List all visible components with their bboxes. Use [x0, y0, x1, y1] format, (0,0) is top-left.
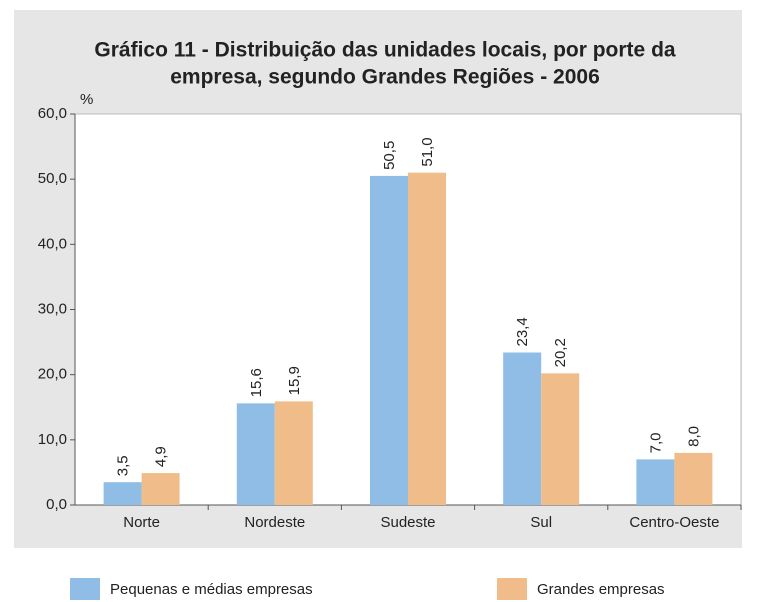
- legend-label: Grandes empresas: [537, 581, 665, 598]
- bar: [636, 459, 675, 505]
- x-tick-label: Centro-Oeste: [629, 514, 719, 531]
- value-label: 20,2: [552, 338, 569, 367]
- legend-swatch: [70, 578, 100, 600]
- y-tick-label: 50,0: [38, 170, 67, 187]
- y-tick-label: 60,0: [38, 105, 67, 122]
- legend-swatch: [497, 578, 527, 600]
- bar: [103, 482, 142, 505]
- value-label: 15,6: [248, 368, 265, 397]
- bar: [408, 172, 446, 505]
- y-tick-label: 0,0: [46, 496, 67, 513]
- legend-label: Pequenas e médias empresas: [110, 581, 313, 598]
- bar: [236, 403, 275, 505]
- value-label: 4,9: [153, 446, 170, 467]
- bar: [274, 401, 313, 505]
- value-label: 7,0: [647, 433, 664, 454]
- y-tick-label: 40,0: [38, 235, 67, 252]
- y-tick-label: 30,0: [38, 300, 67, 317]
- y-tick-label: 10,0: [38, 431, 67, 448]
- y-axis-label: %: [80, 91, 93, 108]
- bar: [503, 352, 542, 505]
- x-tick-label: Sudeste: [380, 514, 435, 531]
- value-label: 8,0: [685, 426, 702, 447]
- y-tick-label: 20,0: [38, 366, 67, 383]
- bar: [370, 175, 408, 506]
- x-tick-label: Sul: [530, 514, 552, 531]
- bar: [541, 373, 580, 505]
- value-label: 50,5: [381, 141, 398, 170]
- x-tick-label: Norte: [123, 514, 160, 531]
- bar: [141, 473, 180, 505]
- chart-title: empresa, segundo Grandes Regiões - 2006: [170, 66, 600, 89]
- value-label: 3,5: [115, 455, 132, 476]
- value-label: 51,0: [419, 137, 436, 166]
- value-label: 15,9: [286, 366, 303, 395]
- chart-title: Gráfico 11 - Distribuição das unidades l…: [94, 39, 675, 62]
- x-tick-label: Nordeste: [244, 514, 305, 531]
- bar: [674, 452, 713, 505]
- value-label: 23,4: [514, 317, 531, 346]
